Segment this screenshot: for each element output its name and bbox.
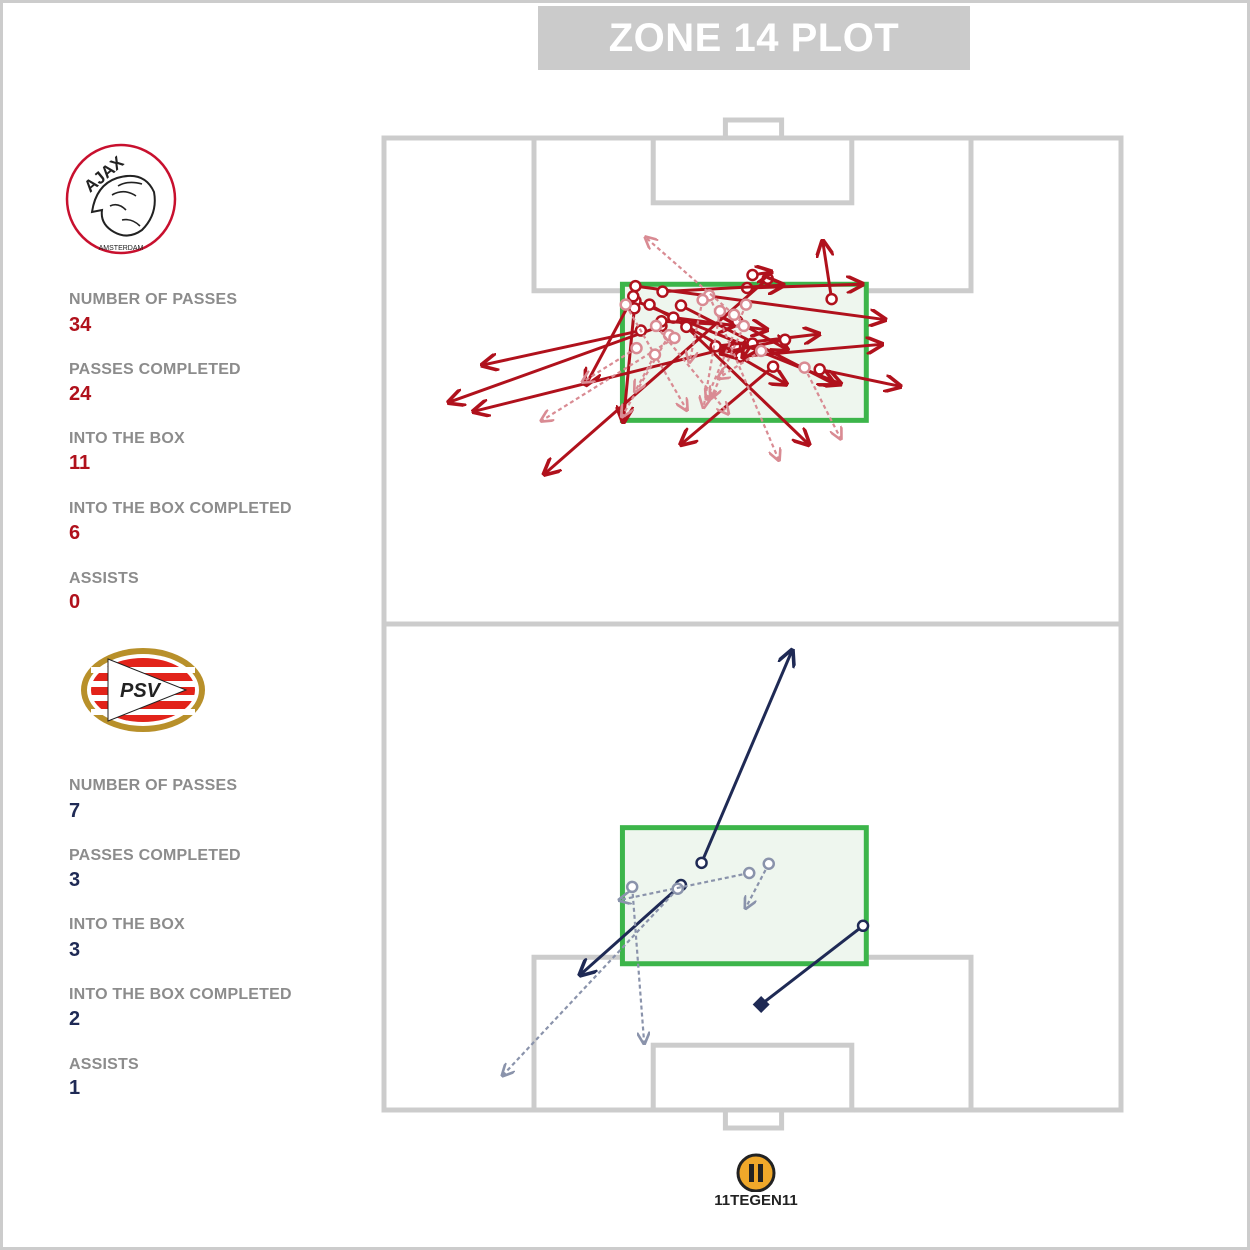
ajax-stat-label-into-box-completed: INTO THE BOX COMPLETED (69, 500, 292, 517)
psv-stat-value-assists: 1 (69, 1077, 81, 1099)
ajax-stat-label-into-box: INTO THE BOX (69, 430, 185, 447)
ajax-pass-origin (649, 319, 663, 333)
psv-pass-origin (742, 866, 756, 880)
psv-pass-line (581, 883, 682, 974)
brand-text: 11TEGEN11 (714, 1192, 798, 1209)
ajax-stat-value-passes: 34 (69, 314, 92, 336)
ajax-pass-line (704, 310, 722, 406)
ajax-stat-label-completed: PASSES COMPLETED (69, 361, 241, 378)
psv-pass-line (746, 863, 770, 908)
ajax-pass-line (484, 329, 642, 365)
ajax-logo: AMSTERDAM AJAX (65, 143, 177, 255)
ajax-pass-origin (754, 344, 768, 358)
ajax-pass-line (711, 325, 745, 397)
ajax-pass-line (622, 334, 670, 416)
ajax-pass-line (719, 349, 762, 378)
ajax-pass-line (646, 238, 735, 316)
psv-pass-line (503, 888, 679, 1075)
psv-stat-label-passes: NUMBER OF PASSES (69, 777, 238, 794)
psv-pass-line (700, 652, 792, 864)
ajax-pass-line (823, 243, 832, 300)
bottom-goal (722, 1107, 785, 1131)
bottom-six-yard-box (650, 1042, 855, 1113)
ajax-pass-origin (727, 308, 741, 322)
ajax-pass-origin (630, 341, 643, 355)
psv-pass-origin (695, 856, 708, 870)
psv-pass-origin (856, 919, 870, 933)
psv-passes (503, 652, 870, 1075)
ajax-pass-line (803, 367, 841, 438)
psv-stat-value-into-box-completed: 2 (69, 1008, 81, 1030)
ajax-pass-origin (737, 319, 751, 333)
ajax-pass-line (690, 299, 704, 361)
ajax-stat-label-passes: NUMBER OF PASSES (69, 291, 238, 308)
ajax-pass-origin (825, 292, 838, 306)
ajax-pass-origin (619, 298, 632, 311)
ajax-stat-label-assists: ASSISTS (69, 570, 139, 587)
psv-stat-value-completed: 3 (69, 869, 81, 891)
ajax-pass-origin (746, 268, 759, 282)
ajax-pass-line (685, 325, 807, 444)
bottom-penalty-area (531, 954, 974, 1113)
ajax-pass-origin (648, 348, 662, 361)
ajax-pass-origin (674, 299, 688, 312)
ajax-pass-line (450, 324, 662, 402)
psv-pass-origin (762, 857, 776, 871)
ajax-pass-origin (778, 333, 792, 347)
ajax-pass-origin (627, 290, 640, 303)
ajax-pass-origin (629, 279, 642, 293)
psv-stat-label-into-box-completed: INTO THE BOX COMPLETED (69, 986, 292, 1003)
ajax-pass-origin (680, 320, 693, 334)
ajax-pass-origin (713, 304, 727, 318)
ajax-pass-origin (798, 361, 811, 374)
psv-stat-label-assists: ASSISTS (69, 1056, 139, 1073)
psv-pass-line (620, 871, 750, 900)
ajax-pass-origin (813, 363, 826, 376)
ajax-pass-origin (668, 331, 681, 345)
psv-stat-label-completed: PASSES COMPLETED (69, 847, 241, 864)
ajax-pass-origin (643, 298, 656, 311)
title-banner: ZONE 14 PLOT (538, 6, 970, 70)
ajax-pass-line (662, 285, 782, 291)
ajax-pass-line (624, 308, 636, 420)
ajax-pass-origin (696, 293, 709, 307)
psv-pass-line (631, 886, 644, 1043)
top-penalty-area (531, 135, 974, 294)
ajax-pass-origin (766, 360, 780, 373)
ajax-passes (450, 238, 899, 473)
ajax-pass-line (819, 367, 899, 386)
ajax-pass-line (583, 347, 638, 381)
chart-title: ZONE 14 PLOT (608, 15, 900, 60)
ajax-pass-line (542, 337, 676, 420)
psv-stat-value-into-box: 3 (69, 939, 81, 961)
ajax-stat-value-into-box: 11 (69, 452, 91, 474)
ajax-stat-value-assists: 0 (69, 591, 81, 613)
psv-logo: PSV (81, 648, 205, 732)
ajax-pass-origin (739, 298, 753, 311)
top-goal (722, 117, 785, 141)
psv-stat-label-into-box: INTO THE BOX (69, 916, 185, 933)
psv-zone14-box (619, 825, 869, 967)
pass-layer (450, 238, 899, 1075)
ajax-pass-line (722, 338, 786, 353)
psv-pass-origin (625, 880, 639, 894)
brand-logo: 11TEGEN11 (700, 1152, 812, 1216)
psv-pass-line (760, 924, 864, 1006)
ajax-logo-subtext: AMSTERDAM (99, 245, 144, 252)
ajax-stat-value-completed: 24 (69, 383, 92, 405)
psv-stat-value-passes: 7 (69, 800, 81, 822)
ajax-pass-line (707, 304, 748, 398)
psv-assist-marker (752, 995, 770, 1013)
ajax-stat-value-into-box-completed: 6 (69, 522, 81, 544)
brand-badge-icon (736, 1153, 776, 1193)
top-six-yard-box (650, 135, 855, 206)
ajax-pass-line (624, 304, 687, 410)
ajax-pass-line (708, 294, 778, 459)
ajax-pass-origin (656, 285, 669, 298)
ajax-pass-origin (761, 272, 774, 285)
psv-logo-text: PSV (120, 680, 162, 702)
